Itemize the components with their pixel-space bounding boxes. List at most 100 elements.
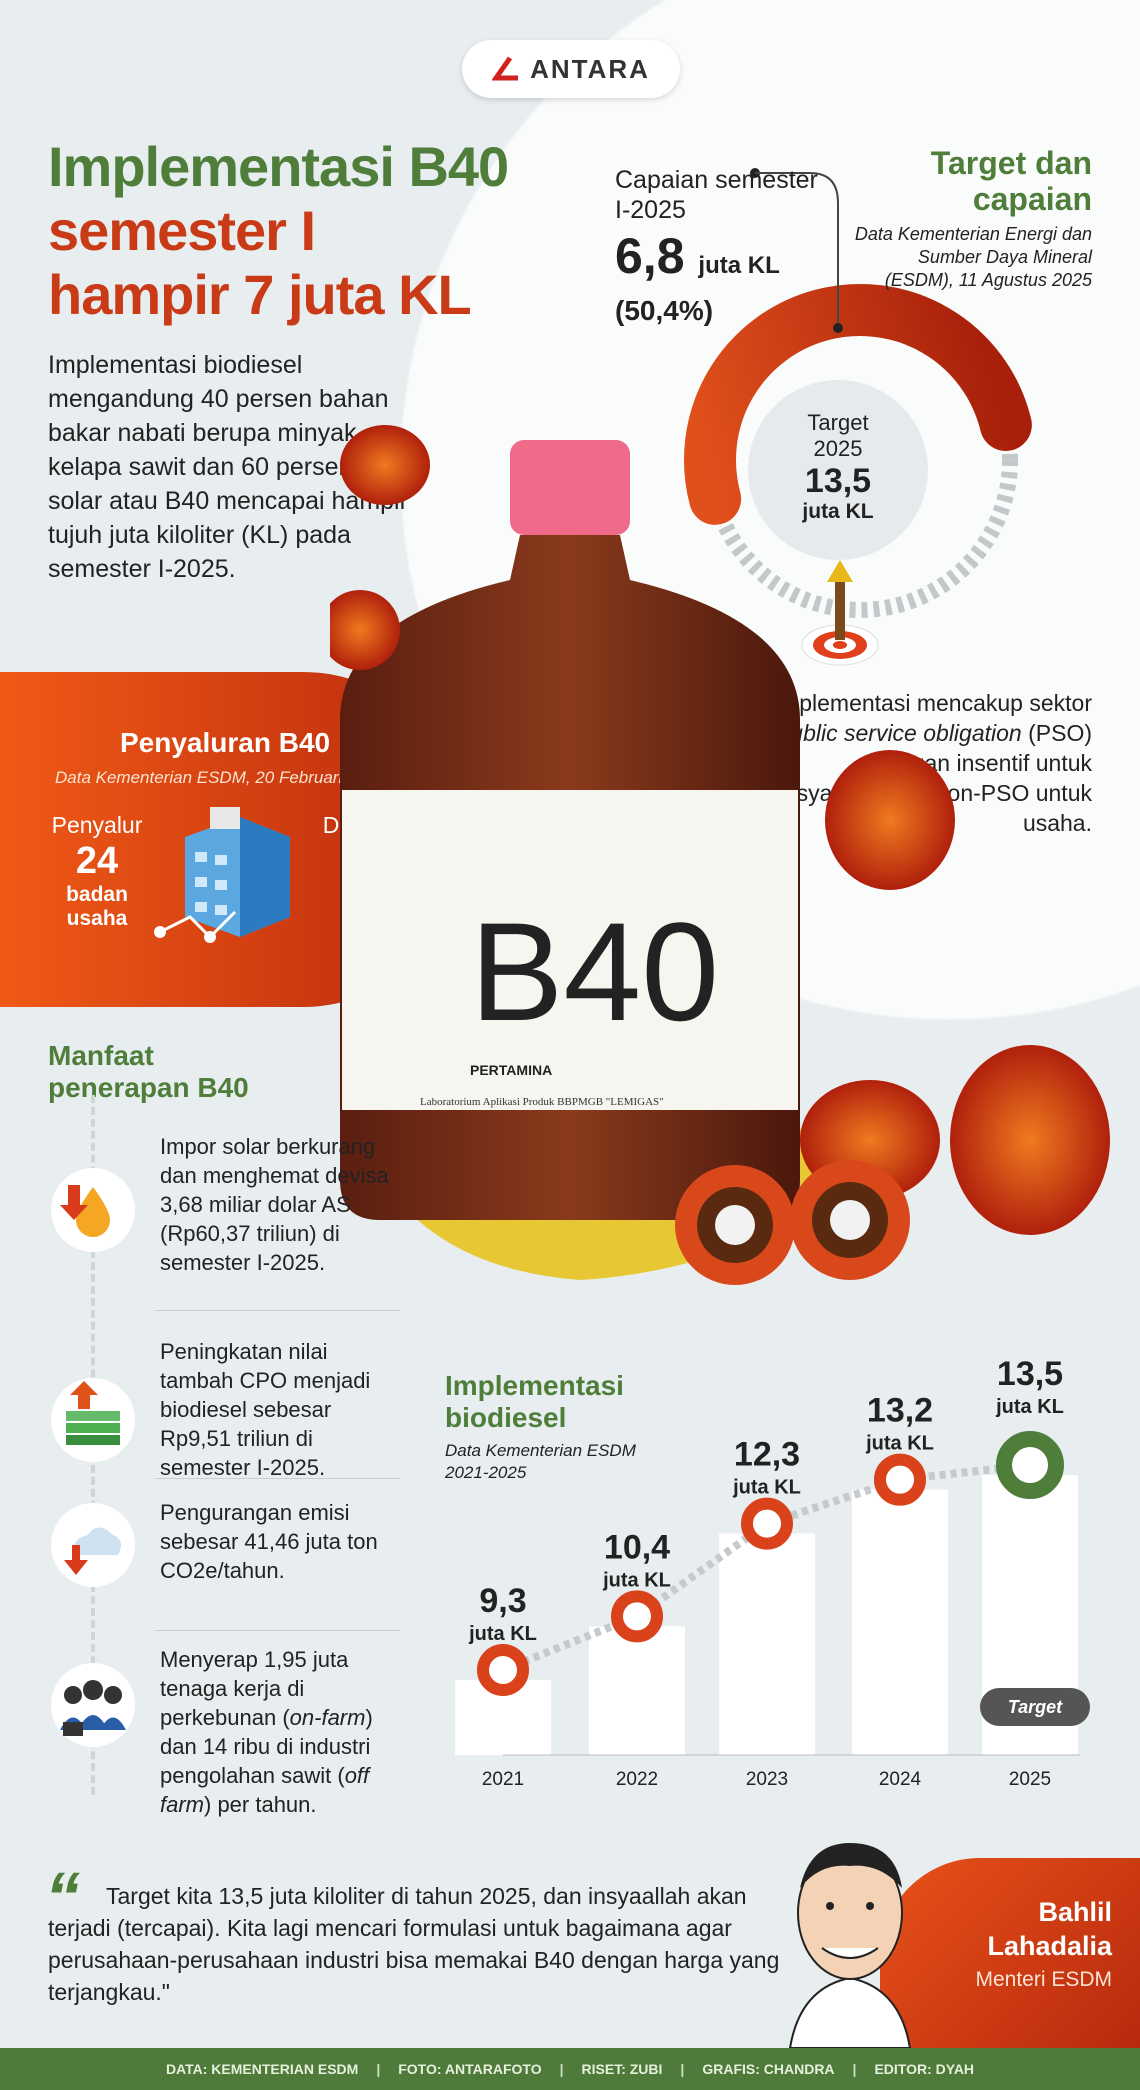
workers-icon [48,1660,138,1750]
x-tick-2025: 2025 [1009,1769,1051,1790]
lab-text: Laboratorium Aplikasi Produk BBPMGB "LEM… [420,1096,664,1108]
chart-title: Implementasi biodiesel [445,1370,624,1433]
value-label-2025: 13,5 [997,1355,1063,1393]
bullseye-target-icon [801,560,879,666]
bar-2023 [719,1533,815,1755]
unit-label-2025: juta KL [995,1396,1064,1418]
value-label-2022: 10,4 [604,1528,670,1566]
data-point-2023 [741,1497,793,1550]
callout-line [750,168,843,333]
biodiesel-chart: 9,3 juta KL 2021 10,4 juta KL 2022 12,3 juta KL… [455,1355,1080,1790]
manfaat-heading-1: Manfaat [48,1040,154,1071]
fuel-drop-down-icon [48,1165,138,1255]
chart-source: Data Kementerian ESDM 2021-2025 [445,1441,636,1482]
x-tick-2023: 2023 [746,1769,788,1790]
bottle-b40-text: B40 [470,893,719,1050]
t: ) per tahun. [204,1792,317,1817]
antara-logo-icon [492,56,519,81]
data-point-2025 [996,1431,1064,1500]
target-value: 13,5 [804,462,872,500]
palm-fruit [950,1045,1110,1235]
t: ) dan 14 ribu di industri pengolahan saw… [160,1705,373,1788]
donut-achieved [684,284,1036,636]
capaian-percent: (50,4%) [615,295,714,326]
title-line-3: hampir 7 juta KL [48,263,472,326]
penyalur-value: 24 [75,840,119,882]
target-source: Data Kementerian Energi dan Sumber Daya … [854,224,1092,290]
credit-grafis: GRAFIS: CHANDRA [702,2061,835,2077]
capaian-number: 6,8 [615,228,685,284]
bottle-label [342,790,798,1110]
credit-riset: RISET: ZUBI [581,2061,663,2077]
building-network-icon [154,807,290,943]
page-title: Implementasi B40 semester I hampir 7 jut… [48,135,509,327]
bottle-cap [510,440,630,535]
capaian-value: 6,8 juta KL [615,228,780,294]
value-label-2023: 12,3 [734,1436,800,1474]
divider [155,1630,400,1631]
data-point-2022 [611,1590,663,1643]
target-label: Target 2025 [807,410,869,461]
penyalur-label: Penyalur [51,812,143,838]
b40-bottle-illustration: B40 PERTAMINA Laboratorium Aplikasi Prod… [330,425,1110,1285]
quote-mark-icon: “ [45,1858,80,1936]
divider [155,1310,400,1311]
palm-fruit [825,750,955,890]
money-stack-up-icon [48,1375,138,1465]
manfaat-heading-2: penerapan B40 [48,1072,249,1103]
t: Menyerap 1,95 juta tenaga kerja di perke… [160,1647,349,1730]
manfaat-item: Peningkatan nilai tambah CPO menjadi bio… [160,1339,371,1480]
speaker-role: Menteri ESDM [975,1968,1112,1991]
trend-line [501,1461,1031,1674]
value-label-2021: 9,3 [479,1582,526,1620]
penyalur-stat: Penyalur 24 badan usaha [42,812,152,931]
penyalur-unit: badan [66,883,128,906]
x-tick-2021: 2021 [482,1769,524,1790]
speaker-portrait [788,1843,912,2048]
credit-editor: EDITOR: DYAH [874,2061,975,2077]
speaker-panel [880,1858,1140,2048]
title-line-2: semester I [48,199,316,262]
manfaat-item: Menyerap 1,95 juta tenaga kerja di perke… [160,1645,405,1819]
logo-text: ANTARA [530,53,650,84]
palm-fruit [330,590,400,670]
bar-2022 [589,1626,685,1755]
target-donut [684,284,1036,636]
emission-cloud-down-icon [48,1500,138,1590]
x-tick-2024: 2024 [879,1769,922,1790]
target-section-header: Target dan capaian Data Kementerian Ener… [852,145,1092,292]
credits-footer: DATA: KEMENTERIAN ESDM | FOTO: ANTARAFOTO… [0,2048,1140,2090]
penyaluran-source: Data Kementerian ESDM, 20 Februari 2025 [55,768,385,787]
intro-text: Implementasi biodiesel mengandung 40 per… [48,351,408,583]
target-unit: juta KL [802,500,874,523]
unit-label-2023: juta KL [732,1477,801,1499]
t: on-farm [289,1705,366,1730]
bar-2024 [852,1489,948,1755]
value-label-2024: 13,2 [867,1392,933,1430]
speaker-first-name: Bahlil [1038,1897,1112,1927]
capaian-unit: juta KL [698,252,780,279]
target-2025-circle: Target 2025 13,5 juta KL [748,380,928,560]
data-point-2021 [477,1644,529,1696]
palm-fruit [340,425,430,505]
pso-italic: public service obligation [777,720,1022,746]
credit-data: DATA: KEMENTERIAN ESDM [165,2061,359,2077]
unit-label-2024: juta KL [865,1433,934,1455]
speaker-name: Bahlil Lahadalia [987,1895,1112,1963]
divider [155,1478,400,1479]
data-point-2024 [874,1453,926,1506]
unit-label-2021: juta KL [468,1623,537,1645]
x-tick-2022: 2022 [616,1769,658,1790]
speaker-last-name: Lahadalia [987,1931,1112,1961]
credit-foto: FOTO: ANTARAFOTO [398,2061,542,2077]
quote-text: Target kita 13,5 juta kiloliter di tahun… [48,1883,780,2005]
manfaat-heading: Manfaat penerapan B40 [48,1040,249,1104]
manfaat-item: Pengurangan emisi sebesar 41,46 juta ton… [160,1500,378,1583]
antara-logo: ANTARA [462,40,680,98]
unit-label-2022: juta KL [602,1569,671,1591]
pertamina-logo-text: PERTAMINA [470,1062,552,1078]
target-legend-badge: Target [980,1688,1090,1726]
target-heading: Target dan capaian [930,145,1092,217]
capaian-label: Capaian semester I-2025 [615,166,818,224]
manfaat-item: Impor solar berkurang dan menghemat devi… [160,1134,389,1275]
